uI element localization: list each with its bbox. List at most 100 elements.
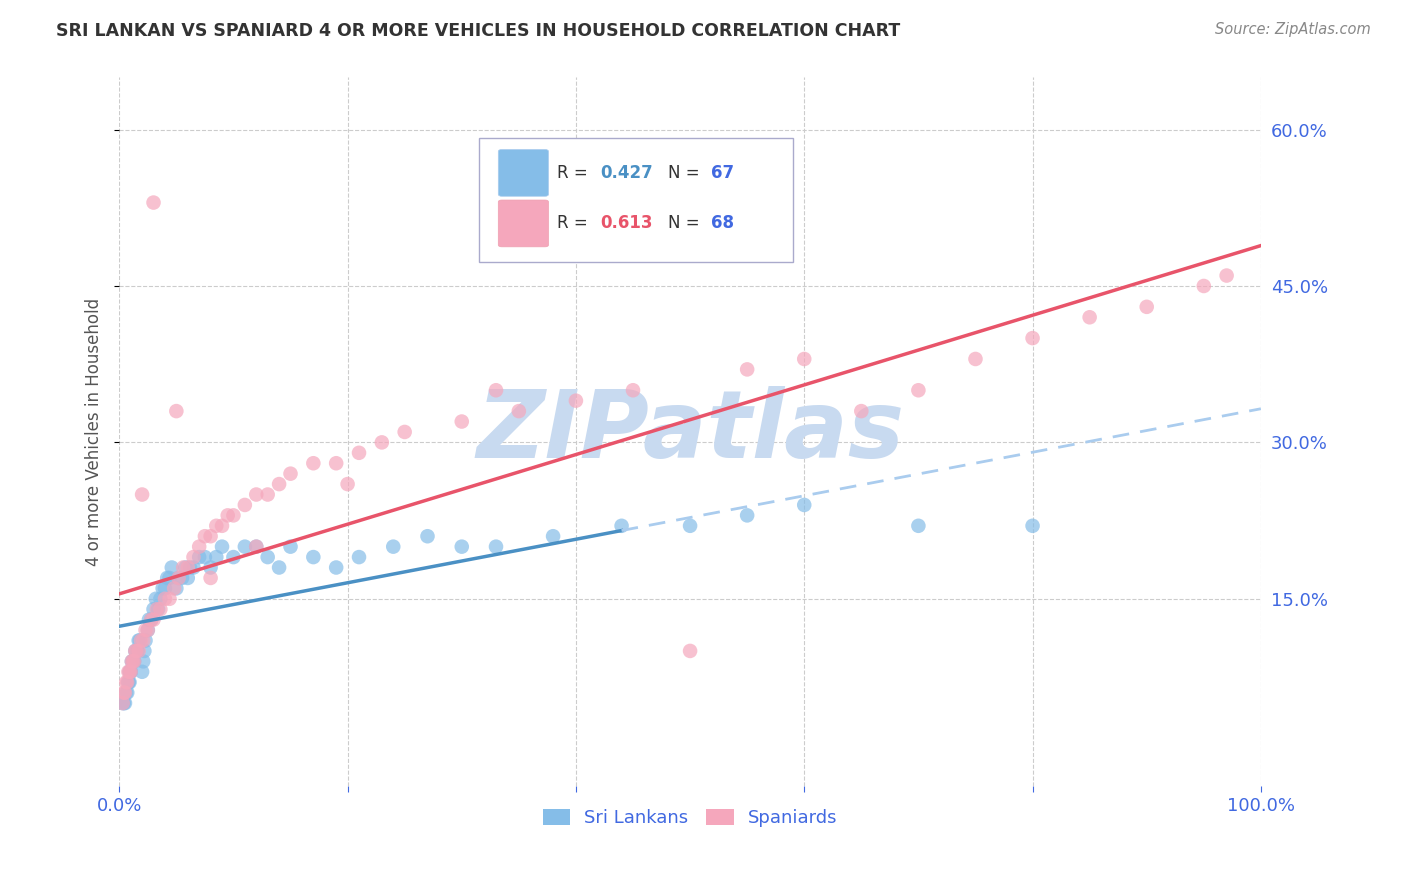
Point (200, 529, 222, 543)
Point (394, 425, 416, 439)
Point (205, 518, 228, 533)
Point (485, 384, 508, 398)
Point (131, 487, 153, 501)
Point (122, 654, 145, 668)
Point (114, 696, 136, 710)
Point (141, 613, 163, 627)
Point (134, 644, 156, 658)
Point (120, 665, 142, 679)
Point (128, 633, 150, 648)
Point (142, 195, 165, 210)
Point (117, 665, 139, 679)
Point (121, 654, 143, 668)
Point (280, 540, 302, 554)
Point (145, 591, 167, 606)
Point (121, 654, 143, 668)
Point (621, 384, 644, 398)
Point (141, 613, 163, 627)
Point (200, 560, 222, 574)
Point (177, 560, 200, 574)
Point (167, 571, 190, 585)
Point (117, 675, 139, 690)
Point (112, 696, 135, 710)
Point (118, 665, 141, 679)
Text: ZIPatlas: ZIPatlas (477, 386, 904, 478)
Point (120, 665, 142, 679)
Point (118, 665, 141, 679)
Point (136, 623, 159, 637)
Point (117, 675, 139, 690)
Point (111, 696, 134, 710)
Point (347, 446, 370, 460)
Point (280, 467, 302, 481)
Point (1192, 279, 1215, 293)
Point (211, 518, 233, 533)
Point (541, 529, 564, 543)
Point (179, 560, 201, 574)
Point (325, 560, 347, 574)
Point (735, 362, 758, 376)
Point (183, 560, 205, 574)
Point (149, 602, 172, 616)
Point (222, 550, 245, 565)
Point (122, 654, 145, 668)
Point (128, 633, 150, 648)
Point (565, 393, 588, 408)
Point (382, 540, 405, 554)
Point (450, 540, 472, 554)
Point (153, 591, 176, 606)
Point (450, 415, 472, 429)
Point (347, 550, 370, 565)
Point (1021, 518, 1043, 533)
Point (167, 571, 190, 585)
Point (114, 685, 136, 699)
Point (135, 633, 157, 648)
FancyBboxPatch shape (479, 137, 793, 261)
Point (907, 384, 929, 398)
Point (1021, 331, 1043, 345)
Point (416, 529, 439, 543)
Point (135, 623, 157, 637)
Point (152, 582, 174, 596)
Point (125, 644, 148, 658)
Point (111, 696, 134, 710)
Point (172, 560, 194, 574)
Point (205, 550, 228, 565)
Point (200, 571, 222, 585)
Point (793, 351, 815, 366)
Point (115, 685, 138, 699)
Point (153, 582, 176, 596)
Text: N =: N = (668, 164, 706, 182)
Legend: Sri Lankans, Spaniards: Sri Lankans, Spaniards (536, 802, 845, 834)
Point (679, 518, 702, 533)
Point (128, 644, 150, 658)
Point (122, 654, 145, 668)
Point (115, 675, 138, 690)
Point (217, 508, 239, 523)
Point (165, 404, 187, 418)
Point (146, 602, 169, 616)
Point (1078, 310, 1101, 325)
Point (174, 560, 197, 574)
Point (117, 675, 139, 690)
Point (165, 582, 187, 596)
Point (233, 498, 256, 512)
Point (325, 456, 347, 470)
Point (127, 644, 149, 658)
Point (1215, 268, 1237, 283)
Point (371, 435, 394, 450)
Point (336, 477, 359, 491)
Point (1136, 300, 1159, 314)
Point (508, 404, 530, 418)
Point (245, 487, 267, 501)
Point (188, 540, 211, 554)
Point (132, 654, 155, 668)
Point (211, 540, 233, 554)
Point (233, 540, 256, 554)
Point (124, 644, 146, 658)
Text: 68: 68 (710, 214, 734, 233)
Point (183, 550, 205, 565)
Point (177, 571, 200, 585)
Point (851, 404, 873, 418)
Point (610, 518, 633, 533)
